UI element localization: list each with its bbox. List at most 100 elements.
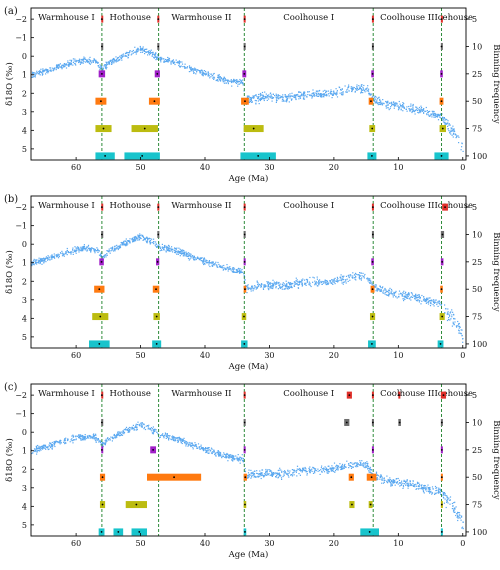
data-point — [135, 240, 137, 242]
data-point — [105, 256, 107, 258]
data-point — [324, 281, 326, 283]
data-point — [434, 114, 436, 117]
data-point — [223, 82, 225, 84]
data-point — [457, 135, 459, 137]
data-point — [74, 250, 76, 252]
data-point — [97, 248, 99, 250]
data-point — [421, 107, 423, 109]
data-point — [128, 52, 130, 54]
data-point — [104, 254, 106, 256]
data-point — [185, 254, 188, 256]
data-point — [217, 80, 219, 82]
data-point — [341, 466, 343, 468]
bin-center — [351, 503, 353, 506]
data-point — [298, 91, 300, 93]
data-point — [146, 242, 148, 244]
data-point — [431, 110, 433, 112]
epoch-label: Icehouse — [434, 201, 473, 211]
data-point — [280, 477, 283, 479]
data-point — [88, 247, 90, 249]
data-point — [167, 435, 169, 437]
plot-frame — [30, 7, 467, 161]
data-point — [141, 51, 144, 53]
data-point — [377, 474, 379, 476]
data-point — [262, 98, 264, 100]
data-point — [272, 284, 274, 286]
data-point — [236, 456, 238, 458]
data-point — [445, 118, 447, 120]
data-point — [109, 60, 112, 62]
data-point — [367, 467, 369, 469]
data-point — [415, 106, 417, 108]
data-point — [321, 470, 323, 473]
data-point — [422, 487, 424, 489]
data-point — [184, 255, 186, 257]
data-point — [38, 445, 40, 447]
data-point — [408, 298, 410, 300]
data-point — [111, 63, 113, 65]
data-point — [303, 94, 305, 96]
data-point — [382, 286, 384, 288]
data-point — [442, 491, 444, 494]
data-point — [37, 448, 39, 450]
right-tick-label: 25 — [472, 258, 482, 267]
data-point — [76, 247, 78, 249]
data-point — [66, 247, 68, 250]
data-point — [157, 246, 159, 248]
data-point — [134, 236, 136, 238]
data-point — [203, 263, 206, 265]
data-point — [211, 264, 213, 266]
data-point — [285, 283, 287, 286]
bin-center — [371, 343, 373, 345]
data-point — [421, 484, 423, 486]
data-point — [423, 298, 426, 300]
data-point — [111, 61, 113, 64]
data-point — [179, 248, 181, 250]
x-tick-label: 40 — [200, 351, 210, 360]
data-point — [360, 464, 362, 466]
data-point — [259, 97, 262, 99]
data-point — [405, 108, 407, 110]
data-point — [425, 488, 427, 490]
data-point — [413, 484, 415, 486]
data-point — [65, 437, 67, 439]
data-point — [155, 429, 157, 431]
data-point — [187, 255, 189, 257]
data-point — [43, 447, 45, 449]
data-point — [203, 72, 205, 74]
data-point — [406, 110, 408, 112]
data-point — [270, 95, 272, 97]
data-point — [446, 497, 448, 499]
data-point — [89, 249, 91, 251]
data-point — [301, 281, 303, 283]
data-point — [360, 463, 362, 465]
data-point — [92, 61, 94, 63]
data-point — [400, 105, 403, 107]
data-point — [359, 87, 361, 89]
data-point — [70, 60, 72, 62]
data-point — [144, 428, 147, 431]
data-point — [259, 283, 261, 286]
data-point — [432, 303, 434, 306]
data-point — [207, 447, 209, 449]
data-point — [340, 274, 342, 276]
bin-center — [243, 45, 246, 48]
data-point — [200, 69, 202, 71]
data-point — [341, 92, 343, 94]
bin-center — [243, 233, 246, 236]
data-point — [376, 478, 378, 480]
data-point — [71, 59, 73, 61]
data-point — [58, 64, 60, 66]
data-point — [406, 296, 408, 298]
data-point — [111, 247, 113, 249]
data-point — [351, 89, 353, 91]
data-point — [456, 326, 458, 328]
data-point — [201, 260, 203, 262]
data-point — [304, 466, 306, 469]
data-point — [254, 99, 256, 102]
data-point — [457, 512, 459, 514]
data-point — [39, 262, 41, 265]
data-point — [363, 464, 365, 466]
data-point — [90, 62, 93, 64]
data-point — [301, 470, 303, 472]
